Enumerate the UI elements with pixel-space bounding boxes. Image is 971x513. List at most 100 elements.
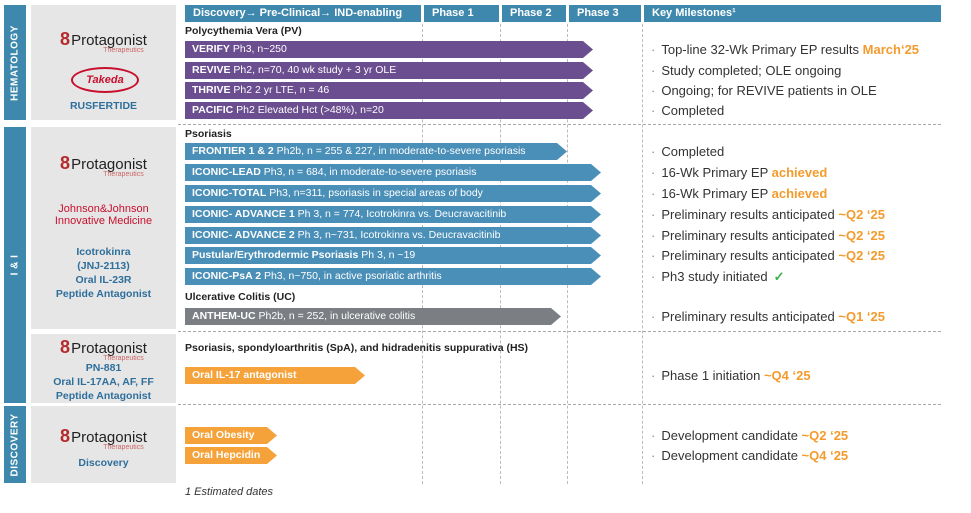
subhead-hs: Psoriasis, spondyloarthritis (SpA), and …	[185, 342, 529, 354]
bar-arrow-shape	[185, 227, 601, 244]
bar-arrow-shape	[185, 247, 601, 264]
pipeline-bar: FRONTIER 1 & 2 Ph2b, n = 255 & 227, in m…	[185, 143, 567, 160]
milestone-item: · Phase 1 initiation ~Q4 ‘25	[651, 368, 811, 383]
bar-trial-desc: Ph2b, n = 255 & 227, in moderate-to-seve…	[273, 145, 526, 157]
milestone-text: Top-line 32-Wk Primary EP results	[661, 42, 863, 57]
protagonist-logo: 8Protagonist Therapeutics	[60, 426, 147, 451]
bar-trial-name: REVIVE	[192, 64, 231, 76]
subhead-psoriasis: Psoriasis	[185, 128, 232, 140]
milestone-highlight: ~Q1 ‘25	[838, 309, 885, 324]
pipeline-bar: ICONIC- ADVANCE 1 Ph 3, n = 774, Icotrok…	[185, 206, 601, 223]
milestone-text: Preliminary results anticipated	[661, 228, 839, 243]
bullet-icon: ·	[651, 63, 656, 78]
bullet-icon: ·	[651, 309, 656, 324]
bar-arrow-shape	[185, 447, 277, 464]
header-phase3: Phase 3	[569, 5, 641, 22]
section-divider	[178, 404, 941, 405]
bullet-icon: ·	[651, 368, 656, 383]
bar-trial-name: FRONTIER 1 & 2	[192, 145, 274, 157]
bar-trial-name: Oral IL-17 antagonist	[192, 369, 297, 381]
bullet-icon: ·	[651, 448, 656, 463]
pipeline-bar: Oral IL-17 antagonist	[185, 367, 365, 384]
milestone-text: Ph3 study initiated	[661, 269, 768, 284]
bar-trial-name: ICONIC-LEAD	[192, 166, 261, 178]
bullet-icon: ·	[651, 144, 656, 159]
milestone-text: Completed	[661, 144, 725, 159]
pipeline-bar: ICONIC-TOTAL Ph3, n=311, psoriasis in sp…	[185, 185, 601, 202]
section-divider	[178, 124, 941, 125]
header-milestones: Key Milestones¹	[644, 5, 941, 22]
milestone-item: · Completed	[651, 144, 724, 159]
takeda-logo: Takeda	[71, 67, 139, 93]
checkmark-icon: ✓	[773, 269, 785, 284]
milestone-highlight: ~Q4 ‘25	[763, 368, 811, 383]
milestone-text: Preliminary results anticipated	[661, 309, 839, 324]
bar-trial-name: ANTHEM-UC	[192, 310, 256, 322]
bullet-icon: ·	[651, 165, 656, 180]
company-box-ii: 8Protagonist Therapeutics Johnson&Johnson…	[31, 127, 176, 329]
bar-arrow-shape	[185, 308, 561, 325]
bullet-icon: ·	[651, 42, 656, 57]
bar-trial-desc: Ph3, n=311, psoriasis in special areas o…	[266, 187, 483, 199]
bar-trial-name: Pustular/Erythrodermic Psoriasis	[192, 249, 359, 261]
bar-trial-desc: Ph3, n~750, in active psoriatic arthriti…	[261, 270, 442, 282]
header-phase2: Phase 2	[502, 5, 566, 22]
footnote: 1 Estimated dates	[185, 486, 274, 498]
section-divider	[178, 331, 941, 332]
bar-arrow-shape	[185, 185, 601, 202]
pipeline-bar: VERIFY Ph3, n~250	[185, 41, 593, 58]
bar-trial-desc: Ph2b, n = 252, in ulcerative colitis	[255, 310, 416, 322]
bar-trial-name: ICONIC- ADVANCE 1	[192, 208, 295, 220]
bar-trial-name: ICONIC-PsA 2	[192, 270, 262, 282]
milestone-text: Completed	[661, 103, 725, 118]
bar-arrow-shape	[185, 206, 601, 223]
jnj-logo: Johnson&Johnson Innovative Medicine	[54, 203, 153, 227]
bullet-icon: ·	[651, 228, 656, 243]
milestone-text: Ongoing; for REVIVE patients in OLE	[661, 83, 877, 98]
pipeline-bar: Oral Obesity	[185, 427, 277, 444]
bar-arrow-shape	[185, 367, 365, 384]
rusfertide-label: RUSFERTIDE	[69, 100, 138, 112]
header-phase1: Phase 1	[424, 5, 499, 22]
bar-trial-desc: Ph2, n=70, 40 wk study + 3 yr OLE	[230, 64, 397, 76]
milestone-item: · Top-line 32-Wk Primary EP results March…	[651, 42, 919, 57]
bar-trial-desc: Ph3, n~250	[229, 43, 287, 55]
milestone-item: · Ongoing; for REVIVE patients in OLE	[651, 83, 877, 98]
bar-trial-desc: Ph2 2 yr LTE, n = 46	[230, 84, 330, 96]
milestone-item: · Development candidate ~Q4 ‘25	[651, 448, 848, 463]
bullet-icon: ·	[651, 207, 656, 222]
bullet-icon: ·	[651, 103, 656, 118]
milestone-highlight: ~Q2 ‘25	[838, 228, 885, 243]
bar-arrow-shape	[185, 427, 277, 444]
milestone-item: · 16-Wk Primary EP achieved	[651, 186, 827, 201]
bullet-icon: ·	[651, 186, 656, 201]
pipeline-bar: ICONIC-LEAD Ph3, n = 684, in moderate-to…	[185, 164, 601, 181]
bar-trial-desc: Ph3, n = 684, in moderate-to-severe psor…	[260, 166, 477, 178]
milestone-highlight: achieved	[771, 186, 828, 201]
subhead-uc: Ulcerative Colitis (UC)	[185, 291, 296, 303]
milestone-item: · Ph3 study initiated ✓	[651, 269, 784, 285]
bar-trial-desc: Ph2 Elevated Hct (>48%), n=20	[233, 104, 384, 116]
milestone-item: · Preliminary results anticipated ~Q2 ‘25	[651, 228, 885, 243]
pipeline-bar: Oral Hepcidin	[185, 447, 277, 464]
bar-trial-name: THRIVE	[192, 84, 231, 96]
bar-arrow-shape	[185, 143, 567, 160]
milestone-text: Development candidate	[661, 448, 802, 463]
bar-arrow-shape	[185, 62, 593, 79]
company-box-pn881: 8Protagonist Therapeutics PN-881 Oral IL-…	[31, 334, 176, 403]
section-tab-ii: I & I	[4, 127, 26, 403]
bar-arrow-shape	[185, 82, 593, 99]
header-stage: Discovery→ Pre-Clinical→ IND-enabling	[185, 5, 421, 22]
milestone-item: · Development candidate ~Q2 ‘25	[651, 428, 848, 443]
milestone-highlight: ~Q4 ‘25	[801, 448, 849, 463]
milestone-text: 16-Wk Primary EP	[661, 165, 772, 180]
milestone-item: · Preliminary results anticipated ~Q2 ‘25	[651, 248, 885, 263]
section-tab-hematology: HEMATOLOGY	[4, 5, 26, 120]
milestone-highlight: ~Q2 ‘25	[801, 428, 849, 443]
bar-arrow-shape	[185, 268, 601, 285]
protagonist-logo: 8Protagonist Therapeutics	[60, 337, 147, 362]
milestone-item: · Study completed; OLE ongoing	[651, 63, 841, 78]
bar-arrow-shape	[185, 41, 593, 58]
pipeline-bar: PACIFIC Ph2 Elevated Hct (>48%), n=20	[185, 102, 593, 119]
milestone-text: 16-Wk Primary EP	[661, 186, 772, 201]
